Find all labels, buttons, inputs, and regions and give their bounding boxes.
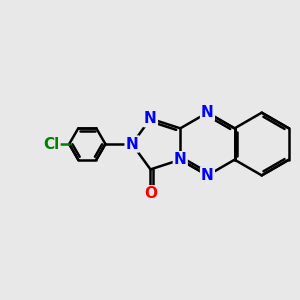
Text: Cl: Cl	[43, 136, 59, 152]
Text: N: N	[126, 136, 138, 152]
Text: O: O	[144, 186, 157, 201]
Text: N: N	[201, 168, 214, 183]
Text: N: N	[144, 111, 157, 126]
Text: N: N	[174, 152, 187, 167]
Text: N: N	[201, 105, 214, 120]
